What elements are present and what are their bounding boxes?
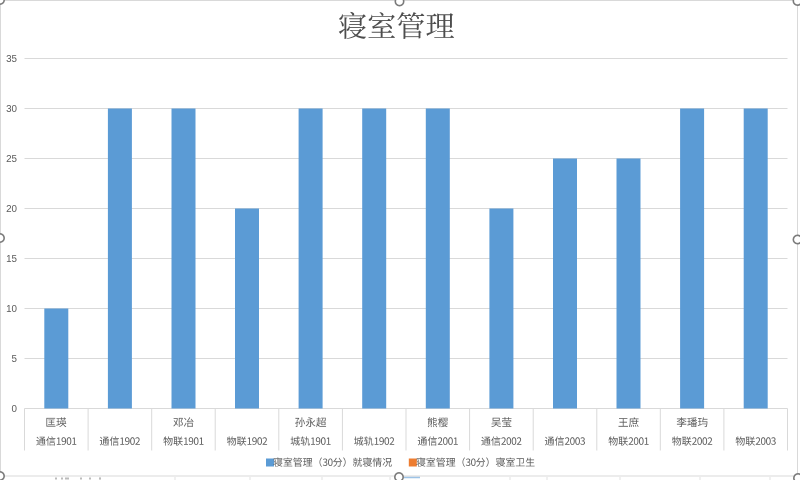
svg-text:15: 15 [6, 254, 17, 265]
svg-text:0: 0 [12, 404, 18, 415]
svg-text:10: 10 [6, 304, 17, 315]
svg-text:5: 5 [12, 354, 18, 365]
svg-text:20: 20 [6, 204, 17, 215]
svg-text:30: 30 [6, 104, 17, 115]
svg-text:25: 25 [6, 154, 17, 165]
svg-text:35: 35 [6, 54, 17, 65]
